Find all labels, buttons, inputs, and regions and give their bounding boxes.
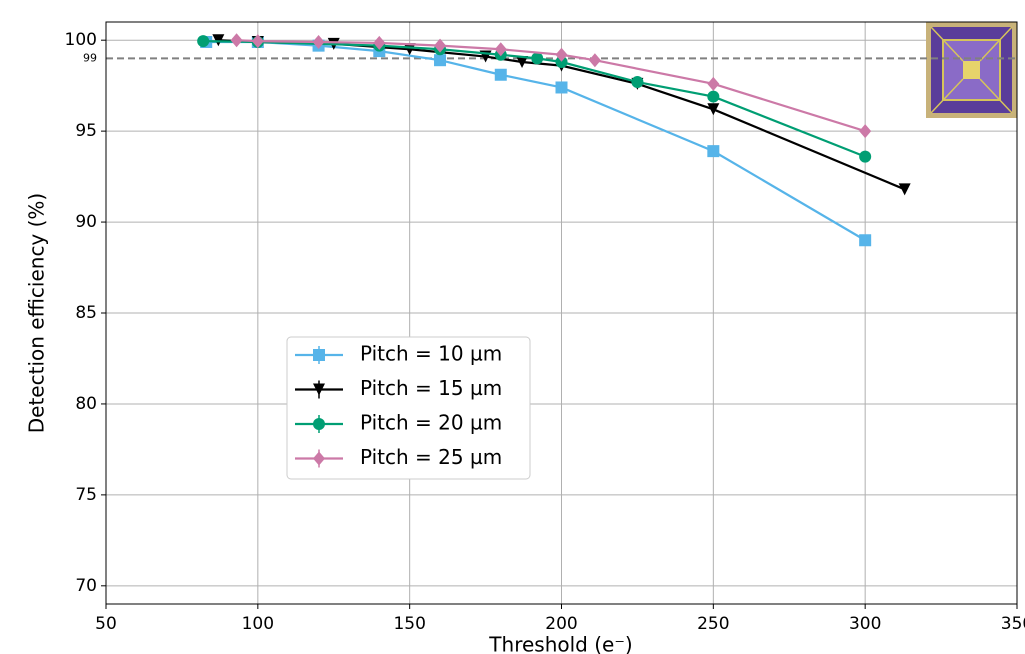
legend-label: Pitch = 15 µm [360,376,502,400]
marker [434,54,447,67]
marker [516,56,529,69]
marker [555,56,568,69]
marker [494,42,507,57]
legend-label: Pitch = 10 µm [360,342,502,366]
inset-traces [930,26,1013,114]
x-tick-label: 50 [95,614,117,634]
legend-marker [313,418,325,430]
marker [312,35,325,50]
marker [707,103,720,116]
reference-label: 99 [83,51,97,64]
marker [707,145,720,158]
marker [631,76,644,89]
chip-inset [926,22,1017,118]
legend-marker [313,349,325,361]
marker [707,90,720,103]
y-tick-label: 85 [75,303,97,323]
legend-label: Pitch = 25 µm [360,445,502,469]
marker [859,234,872,247]
legend-box [286,336,531,480]
legend-marker [313,383,325,396]
marker [555,81,568,94]
x-tick-label: 200 [545,614,577,634]
x-tick-label: 100 [242,614,274,634]
x-axis-label: Threshold (e⁻) [488,633,632,654]
legend-marker [313,451,325,466]
marker [212,34,225,47]
series-line [236,39,866,133]
marker [859,150,872,163]
y-tick-label: 90 [75,212,97,232]
marker [251,34,264,49]
marker [373,35,386,50]
marker [707,76,720,91]
marker [434,38,447,53]
legend: Pitch = 10 µm Pitch = 15 µm Pitch = 20 µm P… [286,336,531,480]
inset-center [963,61,980,79]
y-tick-label: 80 [75,394,97,414]
marker [555,47,568,62]
marker [898,183,911,196]
y-tick-label: 70 [75,576,97,596]
marker [494,68,507,81]
marker [197,35,210,48]
x-tick-label: 150 [393,614,425,634]
x-tick-label: 300 [849,614,881,634]
y-tick-label: 100 [65,30,97,50]
plot-frame [105,21,1018,605]
series-line [206,40,866,242]
marker [588,53,601,68]
y-axis-label: Detection efficiency (%) [25,193,49,434]
y-tick-label: 75 [75,485,97,505]
x-tick-label: 350 [1001,614,1025,634]
y-tick-label: 95 [75,121,97,141]
legend-label: Pitch = 20 µm [360,411,502,435]
x-tick-label: 250 [697,614,729,634]
marker [230,33,243,48]
marker [859,124,872,139]
marker [531,52,544,65]
